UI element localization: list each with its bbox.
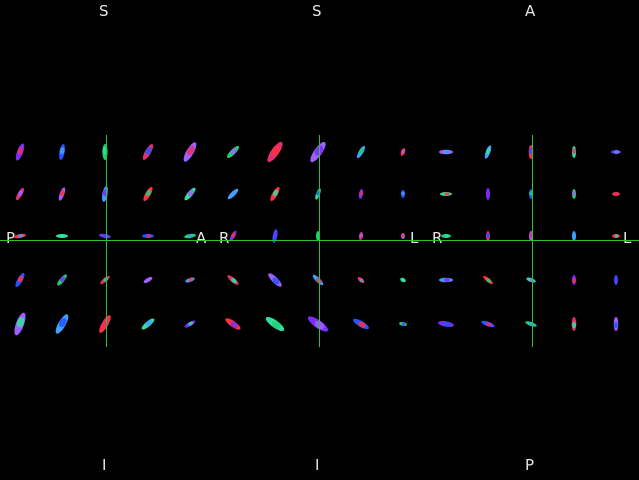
crosshair-vertical-coronal[interactable]	[106, 135, 107, 347]
orientation-label-bottom-coronal: I	[102, 456, 107, 474]
tensor-glyph	[484, 145, 492, 159]
sagittal-glyph-field	[225, 141, 407, 332]
tensor-glyph	[59, 144, 65, 160]
tensor-glyph	[439, 277, 453, 283]
tensor-glyph	[439, 149, 453, 155]
tensor-glyph	[315, 188, 321, 200]
tensor-glyph	[572, 189, 576, 199]
tensor-glyph	[100, 275, 110, 285]
axial-view[interactable]	[426, 120, 639, 360]
tensor-glyph	[15, 187, 25, 201]
tensor-glyph	[99, 315, 111, 333]
tensor-glyph	[526, 277, 536, 283]
tensor-glyph	[353, 318, 369, 330]
tensor-glyph	[612, 192, 620, 196]
tensor-glyph	[227, 146, 239, 158]
tensor-glyph	[486, 231, 490, 241]
orientation-label-top-coronal: S	[99, 2, 109, 20]
tensor-glyph	[612, 234, 620, 238]
crosshair-vertical-sagittal[interactable]	[319, 135, 320, 347]
tensor-glyph	[481, 320, 495, 328]
tensor-glyph	[184, 187, 196, 201]
tensor-glyph	[483, 275, 493, 285]
tensor-glyph	[268, 273, 282, 287]
orientation-label-top-axial: A	[525, 2, 536, 20]
tensor-glyph	[358, 189, 364, 199]
tensor-glyph	[58, 187, 66, 201]
tensor-glyph	[400, 277, 406, 283]
tensor-glyph	[401, 233, 405, 239]
orientation-label-right-sagittal: L	[410, 229, 419, 247]
tensor-glyph	[55, 314, 69, 334]
tensor-glyph	[143, 276, 153, 284]
tensor-glyph	[56, 234, 68, 238]
tensor-glyph	[183, 142, 197, 162]
sagittal-view[interactable]	[213, 120, 426, 360]
axial-glyph-field	[438, 145, 621, 331]
tensor-glyph	[307, 316, 329, 332]
tensor-glyph	[142, 144, 154, 160]
tensor-glyph	[401, 190, 405, 198]
orientation-label-top-sagittal: S	[312, 2, 322, 20]
tensor-glyph	[267, 141, 283, 163]
tensor-glyph	[15, 272, 25, 288]
tensor-glyph	[141, 318, 155, 330]
tensor-glyph	[14, 233, 26, 239]
orientation-label-right-coronal: A	[196, 229, 207, 247]
tensor-glyph	[399, 321, 407, 327]
tensor-glyph	[142, 234, 154, 238]
orientation-label-right-axial: L	[623, 229, 632, 247]
tensor-glyph	[57, 274, 67, 286]
orientation-label-bottom-sagittal: I	[315, 456, 320, 474]
tensor-glyph	[14, 312, 26, 336]
tensor-glyph	[486, 188, 490, 200]
tensor-glyph	[15, 143, 25, 161]
orientation-label-left-sagittal: R	[219, 229, 230, 247]
tensor-glyph	[572, 146, 576, 158]
tensor-glyph	[265, 317, 285, 331]
tensor-glyph	[184, 233, 196, 239]
tensor-glyph	[272, 229, 278, 243]
tensor-glyph	[614, 275, 618, 285]
tensor-glyph	[572, 275, 576, 285]
tensor-glyph	[525, 321, 537, 327]
orientation-label-left-coronal: P	[6, 229, 16, 247]
tensor-glyph	[270, 186, 280, 202]
tensor-glyph	[571, 317, 577, 331]
tensor-glyph	[613, 317, 619, 331]
tensor-glyph	[357, 277, 365, 283]
tensor-glyph	[225, 318, 241, 330]
tensor-glyph	[400, 148, 406, 156]
tensor-glyph	[356, 145, 366, 159]
tensor-glyph	[99, 233, 111, 239]
crosshair-vertical-axial[interactable]	[532, 135, 533, 347]
orientation-label-left-axial: R	[432, 229, 443, 247]
tensor-glyph	[227, 188, 239, 200]
tensor-glyph	[229, 230, 237, 242]
tensor-glyph	[102, 186, 108, 202]
tensor-glyph	[440, 192, 452, 196]
tensor-glyph	[185, 277, 195, 283]
tensor-glyph	[310, 141, 326, 163]
tensor-glyph	[438, 321, 454, 327]
tensor-glyph	[441, 234, 451, 238]
tensor-glyph	[611, 150, 621, 154]
orientation-label-bottom-axial: P	[525, 456, 535, 474]
tensor-glyph	[572, 231, 576, 241]
tensor-glyph	[358, 232, 364, 240]
tensor-glyph	[143, 186, 153, 202]
tensor-glyph	[184, 320, 196, 328]
tensor-glyph	[312, 274, 324, 286]
tensor-glyph	[227, 275, 239, 285]
